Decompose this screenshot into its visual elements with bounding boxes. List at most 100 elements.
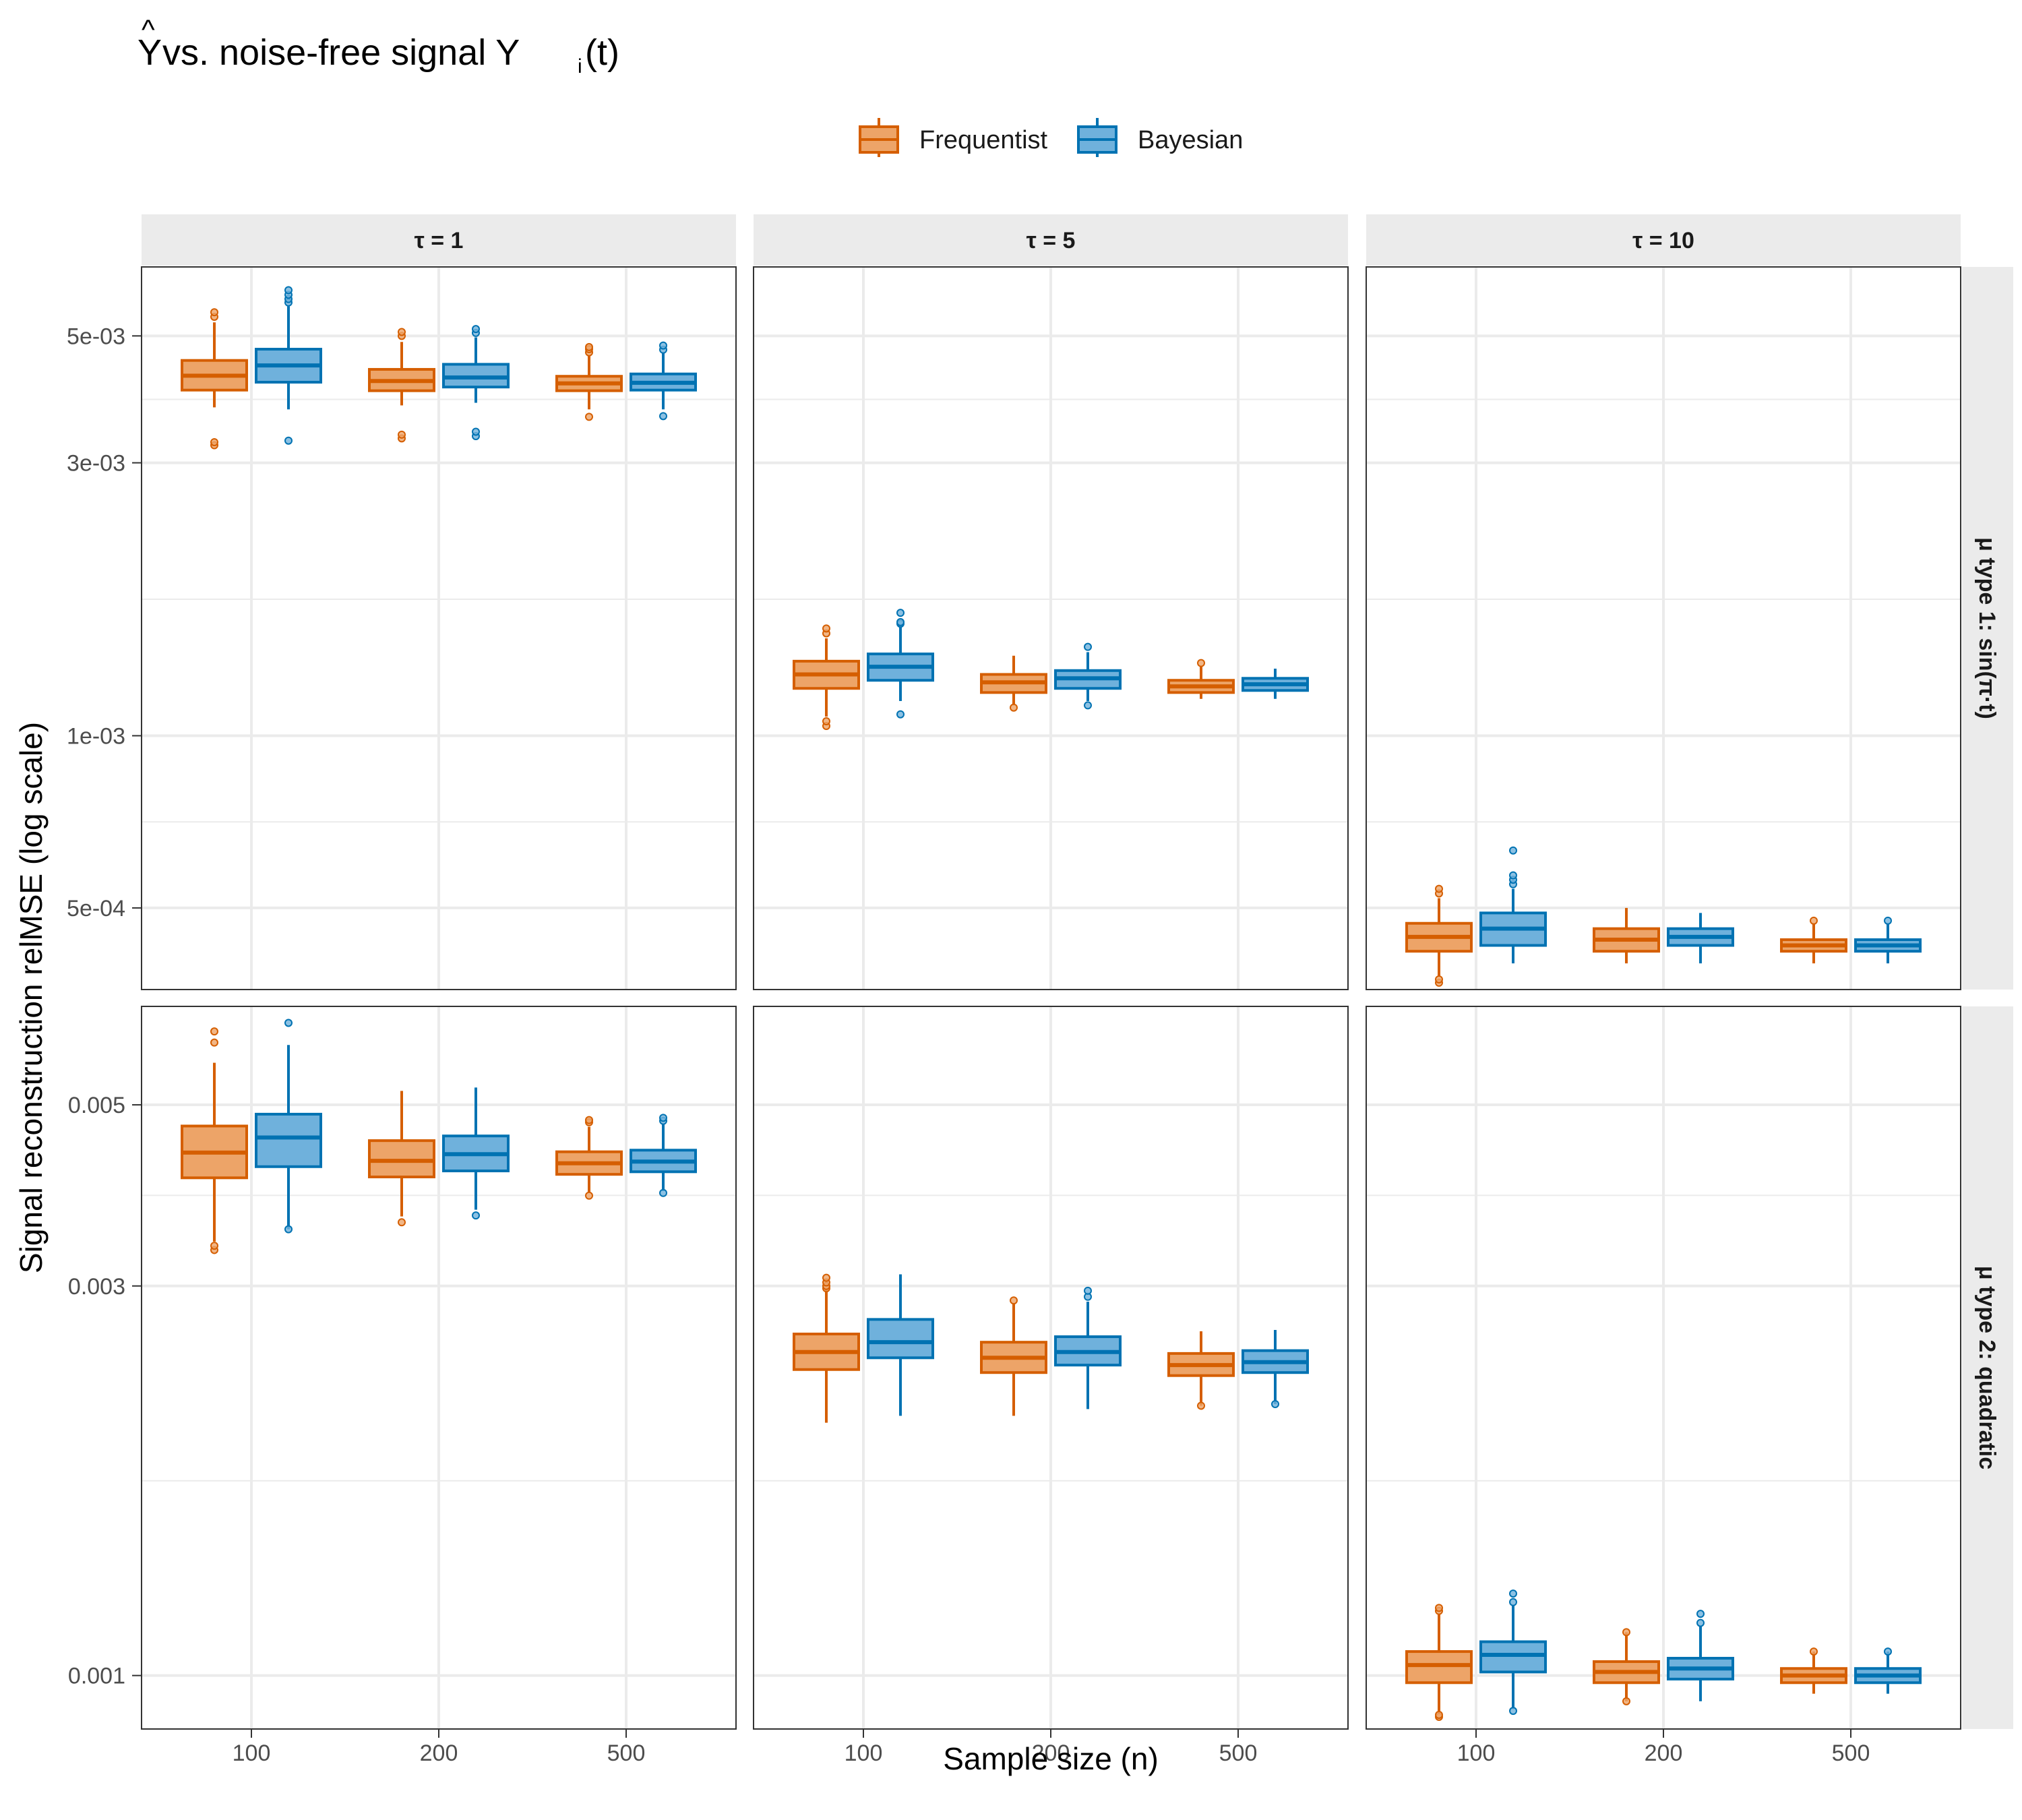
box-frequentist-n500 <box>555 342 623 421</box>
box-frequentist-n200 <box>368 1091 435 1227</box>
y-tick-label: 0.005 <box>68 1093 125 1118</box>
outlier-point <box>822 717 830 725</box>
outlier-point <box>398 328 406 336</box>
box-frequentist-n200 <box>1593 907 1660 964</box>
outlier-point <box>1084 701 1092 710</box>
panel-border <box>1366 266 1961 990</box>
outlier-point <box>585 413 593 421</box>
outlier-point <box>1509 846 1517 855</box>
y-tick-label: 3e-03 <box>67 451 125 477</box>
x-tick-label: 200 <box>420 1740 458 1766</box>
x-tick-label: 100 <box>233 1740 271 1766</box>
y-tick-label: 5e-04 <box>67 896 125 921</box>
box-bayesian-n500 <box>1242 1330 1309 1409</box>
box-bayesian-n500 <box>630 341 697 421</box>
outlier-point <box>210 437 218 446</box>
box-bayesian-n200 <box>1054 642 1122 710</box>
outlier-point <box>822 1273 830 1282</box>
strip-col-tau-1: τ = 1 <box>415 228 464 253</box>
panel-border <box>141 266 737 990</box>
outlier-point <box>659 1188 667 1197</box>
box-bayesian-n500 <box>1242 668 1309 699</box>
x-tick-label: 500 <box>607 1740 646 1766</box>
legend-label-bayesian: Bayesian <box>1138 126 1243 154</box>
box-frequentist-n100 <box>1405 884 1473 987</box>
outlier-point <box>1884 916 1892 925</box>
box-bayesian-n500 <box>1854 1647 1922 1694</box>
y-tick-label: 5e-03 <box>67 324 125 349</box>
box-frequentist-n100 <box>793 1273 860 1423</box>
outlier-point <box>210 1242 218 1250</box>
outlier-point <box>1010 703 1018 712</box>
outlier-point <box>1010 1296 1018 1305</box>
panels <box>141 266 1961 1730</box>
legend-key-bayesian <box>1077 118 1117 157</box>
outlier-point <box>585 1116 593 1124</box>
x-tick-label: 200 <box>1645 1740 1683 1766</box>
box-frequentist-n100 <box>181 1027 248 1254</box>
y-tick-label: 1e-03 <box>67 723 125 749</box>
x-tick-label: 500 <box>1219 1740 1258 1766</box>
box-bayesian-n500 <box>630 1114 697 1197</box>
outlier-point <box>1435 1711 1443 1720</box>
outlier-point <box>210 308 218 317</box>
outlier-point <box>1810 1647 1818 1656</box>
legend: Frequentist Bayesian <box>859 118 1243 157</box>
outlier-point <box>659 412 667 421</box>
strip-col-tau-5: τ = 5 <box>1027 228 1076 253</box>
box-bayesian-n100 <box>255 1019 322 1234</box>
outlier-point <box>472 1211 480 1220</box>
outlier-point <box>1435 1604 1443 1612</box>
box-frequentist-n100 <box>793 624 860 731</box>
outlier-point <box>472 325 480 334</box>
box-bayesian-n200 <box>1054 1286 1122 1409</box>
x-tick-label: 100 <box>1457 1740 1496 1766</box>
outlier-point <box>1435 884 1443 893</box>
outlier-point <box>1622 1697 1630 1705</box>
x-tick-label: 500 <box>1832 1740 1870 1766</box>
box-bayesian-n200 <box>1667 1610 1734 1701</box>
box-frequentist-n500 <box>1167 1331 1235 1410</box>
outlier-point <box>659 1114 667 1122</box>
outlier-point <box>1696 1610 1705 1618</box>
legend-label-frequentist: Frequentist <box>919 126 1048 154</box>
panel-r1-c2 <box>753 266 1349 990</box>
y-axis-ticks: 5e-03 3e-03 1e-03 5e-04 0.005 0.003 0.001 <box>67 324 142 1689</box>
box-bayesian-n500 <box>1854 916 1922 964</box>
outlier-point <box>659 341 667 350</box>
outlier-point <box>1271 1400 1279 1409</box>
panel-r2-c1 <box>141 1006 737 1730</box>
outlier-point <box>284 1225 293 1234</box>
box-bayesian-n100 <box>867 609 934 719</box>
box-frequentist-n200 <box>980 655 1047 712</box>
strip-row-mu-type-2: μ type 2: quadratic <box>1974 1266 2000 1469</box>
outlier-point <box>1509 1707 1517 1716</box>
box-frequentist-n500 <box>1780 1647 1847 1694</box>
outlier-point <box>1197 659 1205 667</box>
outlier-point <box>896 710 905 719</box>
box-frequentist-n500 <box>555 1116 623 1200</box>
box-body <box>255 1112 322 1168</box>
box-bayesian-n100 <box>867 1274 934 1416</box>
panel-r2-c3 <box>1366 1006 1961 1730</box>
outlier-point <box>1084 642 1092 651</box>
panel-border <box>753 266 1349 990</box>
strip-bg-col-1 <box>142 214 736 266</box>
strip-row-mu-type-1: μ type 1: sin(π·t) <box>1974 537 2000 719</box>
box-frequentist-n200 <box>1593 1628 1660 1705</box>
outlier-point <box>284 436 293 445</box>
outlier-point <box>1197 1401 1205 1410</box>
box-frequentist-n100 <box>1405 1604 1473 1721</box>
outlier-point <box>398 430 406 439</box>
strip-bg-col-2 <box>754 214 1348 266</box>
title-yhat-glyph: Y <box>137 32 162 73</box>
title-subscript: i <box>578 55 582 78</box>
outlier-point <box>896 609 905 617</box>
outlier-point <box>585 1191 593 1200</box>
outlier-point <box>472 427 480 436</box>
outlier-point <box>585 342 593 351</box>
box-bayesian-n200 <box>442 1087 510 1220</box>
box-bayesian-n200 <box>1667 913 1734 964</box>
x-tick-label: 200 <box>1032 1740 1070 1766</box>
plot-title: Y ^ vs. noise-free signal Y i (t) <box>137 13 619 78</box>
